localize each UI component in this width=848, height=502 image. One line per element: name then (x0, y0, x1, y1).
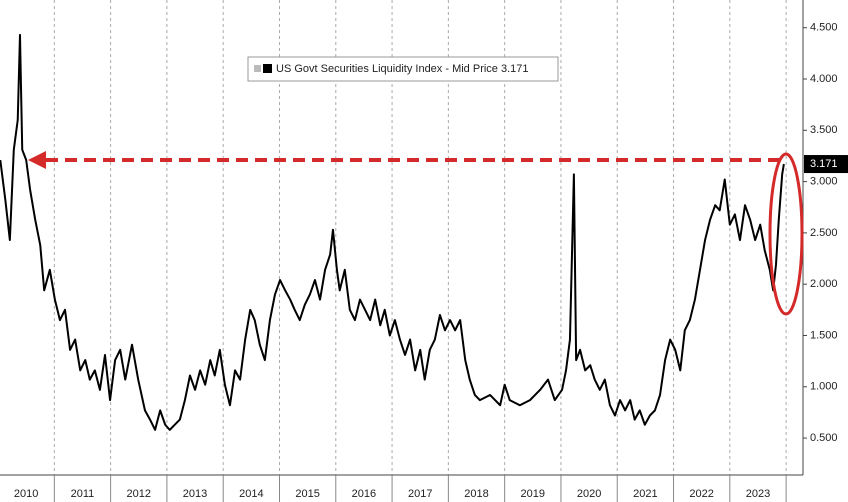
legend-value: 3.171 (501, 63, 529, 75)
last-value-label: 3.171 (810, 158, 838, 170)
x-tick-label: 2010 (14, 488, 38, 500)
legend-name: US Govt Securities Liquidity Index - Mid… (276, 63, 498, 75)
y-tick-label: 1.500 (810, 329, 838, 341)
x-tick-label: 2011 (71, 488, 95, 500)
legend-box (247, 56, 559, 82)
annotation (28, 151, 804, 316)
highlight-ellipse (768, 152, 804, 316)
plot (0, 33, 785, 431)
y-tick-label: 3.500 (810, 124, 838, 136)
y-tick-label: 2.000 (810, 278, 838, 290)
x-tick-label: 2013 (183, 488, 207, 500)
x-tick-label: 2014 (239, 488, 263, 500)
y-tick-label: 4.500 (810, 22, 838, 34)
x-tick-label: 2021 (633, 488, 657, 500)
x-tick-label: 2015 (295, 488, 319, 500)
legend-swatch (254, 65, 261, 72)
legend-label: US Govt Securities Liquidity Index - Mid… (276, 63, 529, 75)
x-tick-label: 2019 (521, 488, 545, 500)
x-tick-label: 2016 (352, 488, 376, 500)
y-tick-label: 0.500 (810, 432, 838, 444)
x-tick-label: 2012 (127, 488, 151, 500)
legend: US Govt Securities Liquidity Index - Mid… (247, 56, 559, 82)
y-tick-label: 4.000 (810, 73, 838, 85)
x-tick-label: 2020 (577, 488, 601, 500)
legend-swatch (263, 64, 272, 73)
y-tick-label: 2.500 (810, 227, 838, 239)
y-tick-label: 3.000 (810, 175, 838, 187)
last-value-tag (804, 155, 848, 174)
line-series (0, 33, 785, 431)
axes: 0.500 1.000 1.500 2.000 2.500 3.000 3.500 4.000… (14, 22, 848, 502)
y-tick-label: 1.000 (810, 381, 838, 393)
x-tick-label: 2023 (746, 488, 770, 500)
arrow-head (28, 151, 46, 169)
x-tick-label: 2017 (408, 488, 432, 500)
x-tick-label: 2022 (689, 488, 713, 500)
x-tick-label: 2018 (464, 488, 488, 500)
